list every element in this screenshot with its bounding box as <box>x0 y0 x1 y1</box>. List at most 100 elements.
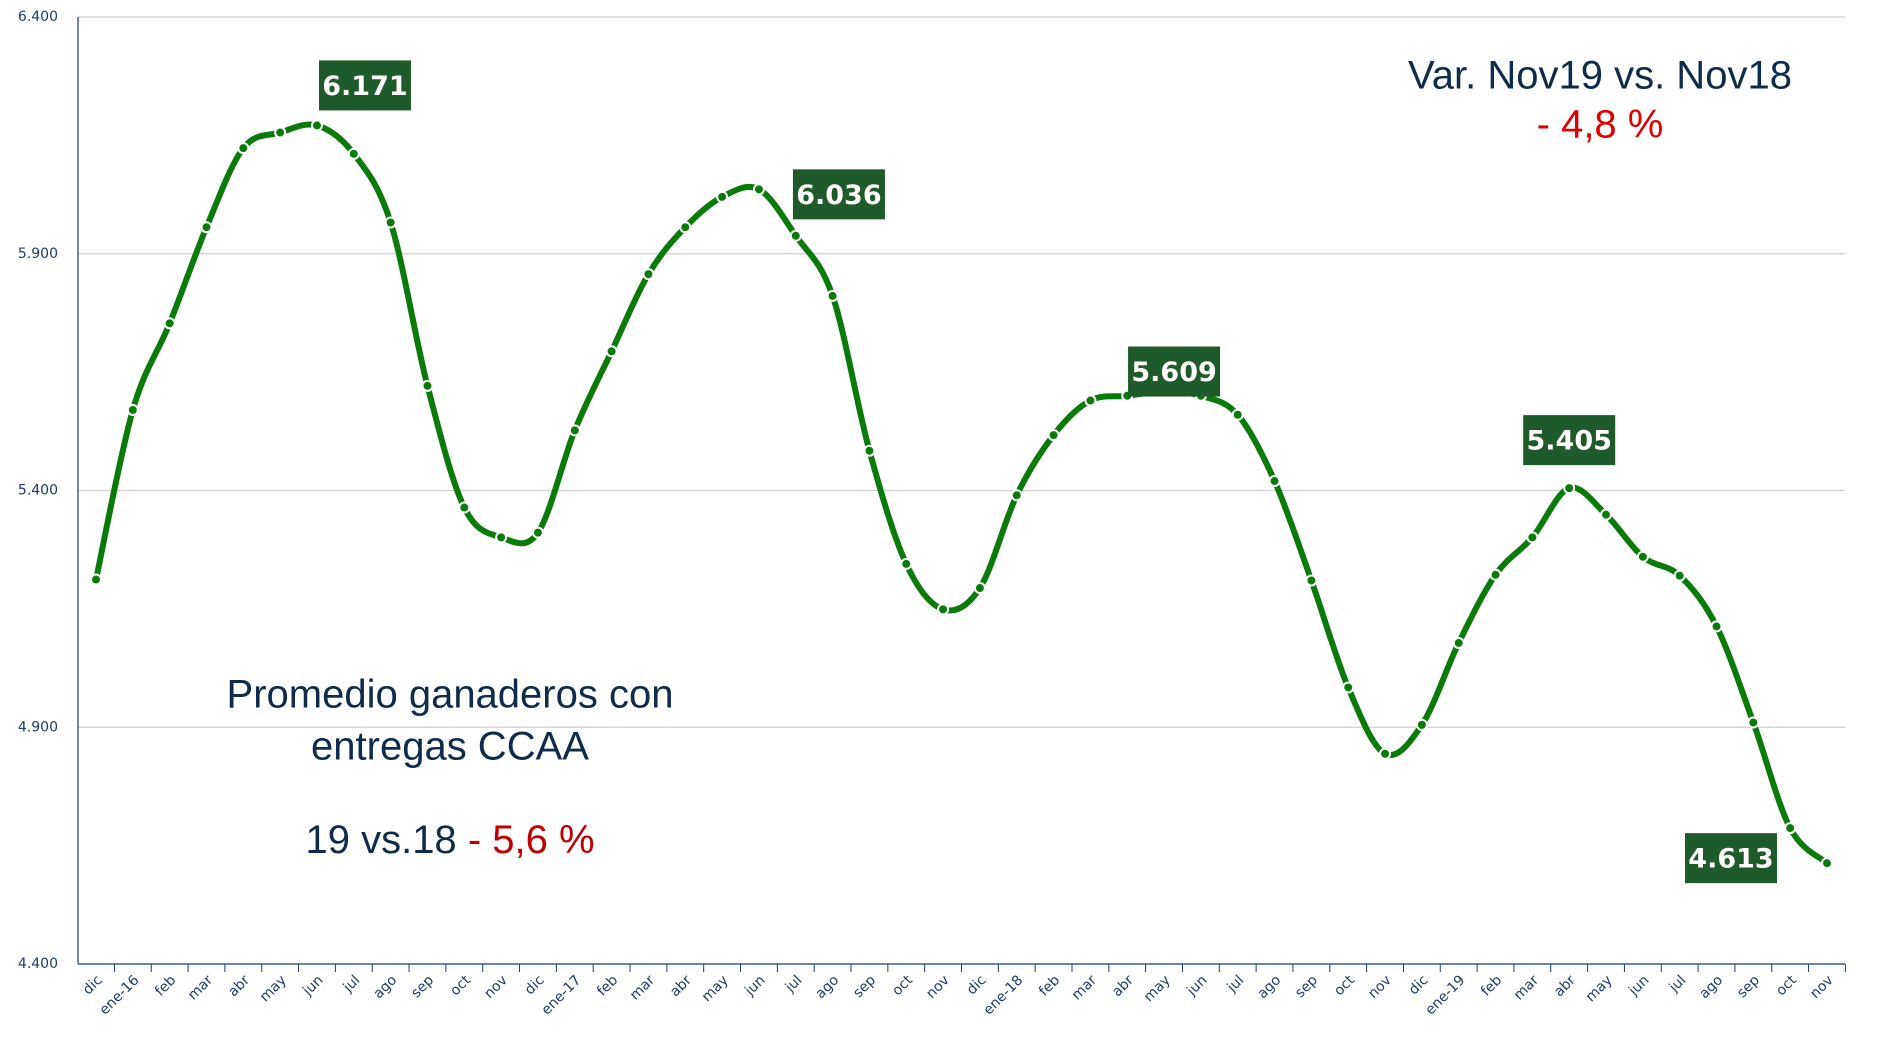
x-tick-label: sep <box>1292 972 1321 1001</box>
data-label-text: 5.405 <box>1526 426 1611 457</box>
y-tick-label: 6.400 <box>18 9 58 25</box>
x-tick-label: jun <box>741 972 768 999</box>
x-tick-label: jul <box>1224 972 1248 996</box>
data-label-text: 6.036 <box>796 180 881 211</box>
x-tick-label: jun <box>299 972 326 999</box>
x-tick-label: jun <box>1625 972 1652 999</box>
x-tick-label: nov <box>923 972 953 1002</box>
x-tick-label: may <box>1583 972 1616 1005</box>
x-tick-label: nov <box>1365 972 1395 1002</box>
point <box>274 126 287 139</box>
avg-compare: 19 vs.18 <box>305 818 456 862</box>
x-tick-label: mar <box>185 972 216 1003</box>
x-tick-label: may <box>699 972 732 1005</box>
point <box>1636 550 1649 563</box>
data-label-text: 6.171 <box>322 71 407 102</box>
avg-line2: entregas CCAA <box>311 725 589 769</box>
data-label: 5.609 <box>1128 346 1221 397</box>
x-tick-label: jul <box>340 972 364 996</box>
x-tick-label: sep <box>408 972 437 1001</box>
x-tick-label: mar <box>1511 972 1542 1003</box>
x-tick-label: dic <box>1406 972 1432 998</box>
point <box>126 404 139 417</box>
x-tick-label: abr <box>1109 972 1137 1000</box>
point <box>1010 489 1023 502</box>
x-tick-label: ene-19 <box>1422 972 1468 1018</box>
point <box>1747 716 1760 729</box>
x-tick-label: ene-17 <box>539 972 585 1018</box>
x-tick-label: ago <box>1254 972 1284 1002</box>
point <box>973 582 986 595</box>
x-tick-label: jul <box>1666 972 1690 996</box>
x-tick-label: ago <box>813 972 843 1002</box>
x-tick-label: dic <box>80 972 106 998</box>
point <box>642 268 655 281</box>
point <box>826 289 839 302</box>
point <box>1379 747 1392 760</box>
point <box>1784 822 1797 835</box>
data-label: 4.613 <box>1685 833 1777 884</box>
point <box>752 183 765 196</box>
x-tick-label: feb <box>594 972 621 999</box>
point <box>900 557 913 570</box>
point <box>1821 857 1833 870</box>
y-tick-label: 4.400 <box>18 956 58 972</box>
point <box>1600 508 1613 521</box>
point <box>1710 620 1723 633</box>
point <box>1231 408 1244 421</box>
point <box>1673 569 1686 582</box>
x-tick-label: oct <box>889 972 916 999</box>
x-tick-label: abr <box>667 972 695 1000</box>
y-tick-label: 5.400 <box>18 483 58 499</box>
var-value: - 4,8 % <box>1537 103 1664 147</box>
point <box>605 345 618 358</box>
data-label-box <box>318 60 411 111</box>
data-label-text: 4.613 <box>1688 844 1773 875</box>
point <box>937 603 950 616</box>
x-tick-label: ene-16 <box>97 972 143 1018</box>
x-tick-label: sep <box>1734 972 1763 1001</box>
point <box>237 142 250 155</box>
avg-value: - 5,6 % <box>468 818 595 862</box>
x-tick-label: oct <box>1331 972 1358 999</box>
x-tick-label: dic <box>522 972 548 998</box>
data-label: 6.171 <box>318 60 411 111</box>
point <box>789 229 802 242</box>
x-tick-label: oct <box>447 972 474 999</box>
y-tick-label: 4.900 <box>18 719 58 735</box>
x-tick-label: mar <box>627 972 658 1003</box>
avg-compare-line: 19 vs.18 - 5,6 % <box>305 818 594 862</box>
point <box>716 190 729 203</box>
data-label-box <box>1523 415 1616 466</box>
x-tick-label: may <box>257 972 290 1005</box>
avg-line1: Promedio ganaderos con <box>227 673 674 717</box>
x-tick-label: feb <box>152 972 179 999</box>
point <box>531 526 544 539</box>
x-tick-label: sep <box>850 972 879 1001</box>
point <box>458 501 471 514</box>
x-tick-label: may <box>1141 972 1174 1005</box>
y-tick-label: 5.900 <box>18 246 58 262</box>
point <box>1047 429 1060 442</box>
data-label: 5.405 <box>1523 415 1616 466</box>
point <box>1563 482 1576 495</box>
point <box>863 444 876 457</box>
point <box>163 317 176 330</box>
x-tick-label: jun <box>1183 972 1210 999</box>
point <box>384 216 397 229</box>
x-tick-label: feb <box>1036 972 1063 999</box>
x-tick-label: nov <box>481 972 511 1002</box>
point <box>421 379 434 392</box>
point <box>1526 531 1539 544</box>
x-tick-label: oct <box>1773 972 1800 999</box>
x-tick-label: feb <box>1478 972 1505 999</box>
point <box>1305 574 1318 587</box>
point <box>1084 394 1097 407</box>
point <box>1489 568 1502 581</box>
point <box>495 531 508 544</box>
x-tick-label: abr <box>1551 972 1579 1000</box>
data-label: 6.036 <box>792 169 885 220</box>
point <box>1415 718 1428 731</box>
point <box>568 424 581 437</box>
